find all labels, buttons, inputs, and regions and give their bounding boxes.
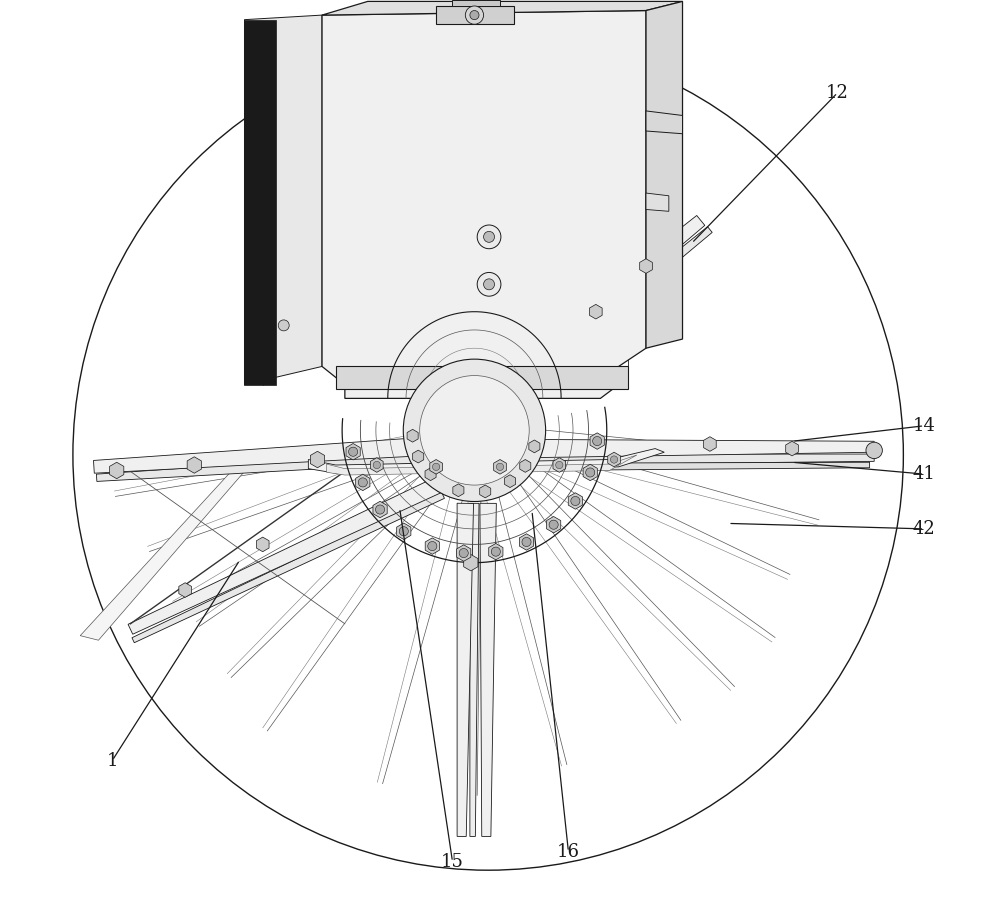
Circle shape <box>484 231 495 242</box>
Text: 41: 41 <box>913 465 936 484</box>
Polygon shape <box>457 545 471 561</box>
Polygon shape <box>128 478 441 634</box>
Text: 42: 42 <box>913 520 936 537</box>
Polygon shape <box>553 458 566 473</box>
Polygon shape <box>457 504 474 836</box>
Polygon shape <box>489 544 503 560</box>
Circle shape <box>866 442 882 459</box>
Polygon shape <box>407 430 418 442</box>
Polygon shape <box>480 504 496 836</box>
Polygon shape <box>179 583 191 598</box>
Text: 15: 15 <box>441 853 464 871</box>
Polygon shape <box>327 455 637 475</box>
Polygon shape <box>346 443 360 460</box>
Circle shape <box>522 537 531 547</box>
Polygon shape <box>464 555 478 571</box>
Polygon shape <box>608 452 620 467</box>
Polygon shape <box>547 516 561 533</box>
Polygon shape <box>336 367 628 389</box>
Text: 16: 16 <box>557 843 580 861</box>
Polygon shape <box>96 452 420 482</box>
Polygon shape <box>322 11 646 399</box>
Text: 14: 14 <box>913 417 936 435</box>
Polygon shape <box>356 474 370 491</box>
Circle shape <box>477 272 501 296</box>
Polygon shape <box>373 501 387 517</box>
Polygon shape <box>583 464 597 481</box>
Circle shape <box>358 478 367 487</box>
Polygon shape <box>94 438 420 473</box>
Polygon shape <box>430 460 442 474</box>
Circle shape <box>496 463 504 471</box>
Polygon shape <box>529 440 874 458</box>
Polygon shape <box>704 437 716 452</box>
Polygon shape <box>504 216 705 384</box>
Polygon shape <box>244 16 322 385</box>
Circle shape <box>403 359 546 502</box>
Polygon shape <box>786 441 798 456</box>
Polygon shape <box>538 462 870 471</box>
Polygon shape <box>646 111 683 133</box>
Polygon shape <box>646 2 683 348</box>
Polygon shape <box>110 462 124 479</box>
Circle shape <box>420 376 529 485</box>
Polygon shape <box>310 452 325 468</box>
Polygon shape <box>308 449 664 473</box>
Polygon shape <box>452 0 500 6</box>
Circle shape <box>278 320 289 331</box>
Circle shape <box>428 541 437 550</box>
Circle shape <box>484 279 495 290</box>
Polygon shape <box>453 484 464 496</box>
Polygon shape <box>494 460 506 474</box>
Polygon shape <box>480 485 491 498</box>
Circle shape <box>465 6 484 25</box>
Polygon shape <box>519 534 534 550</box>
Polygon shape <box>589 304 602 319</box>
Text: 12: 12 <box>826 84 849 101</box>
Circle shape <box>491 547 500 557</box>
Circle shape <box>477 225 501 249</box>
Polygon shape <box>529 440 540 452</box>
Polygon shape <box>470 504 479 836</box>
Circle shape <box>610 456 618 463</box>
Polygon shape <box>520 460 531 473</box>
Polygon shape <box>256 537 269 552</box>
Polygon shape <box>322 2 683 16</box>
Polygon shape <box>397 523 411 539</box>
Circle shape <box>470 11 479 20</box>
Circle shape <box>556 462 563 469</box>
Polygon shape <box>568 493 582 509</box>
Circle shape <box>376 505 385 514</box>
Polygon shape <box>436 6 514 25</box>
Circle shape <box>459 548 468 558</box>
Polygon shape <box>529 454 874 465</box>
Circle shape <box>432 463 440 471</box>
Polygon shape <box>413 451 424 462</box>
Polygon shape <box>370 458 383 473</box>
Polygon shape <box>425 537 439 554</box>
Circle shape <box>586 468 595 477</box>
Polygon shape <box>132 490 444 643</box>
Circle shape <box>571 496 580 505</box>
Polygon shape <box>80 467 244 640</box>
Circle shape <box>593 437 602 446</box>
Polygon shape <box>505 474 516 487</box>
Text: 1: 1 <box>106 751 118 770</box>
Polygon shape <box>516 227 712 389</box>
Circle shape <box>373 462 380 469</box>
Polygon shape <box>646 193 669 211</box>
Polygon shape <box>425 468 436 481</box>
Polygon shape <box>244 20 276 385</box>
Circle shape <box>549 520 558 529</box>
Polygon shape <box>187 457 201 473</box>
Circle shape <box>399 526 408 536</box>
Polygon shape <box>640 259 652 273</box>
Polygon shape <box>590 433 604 450</box>
Circle shape <box>349 447 358 456</box>
